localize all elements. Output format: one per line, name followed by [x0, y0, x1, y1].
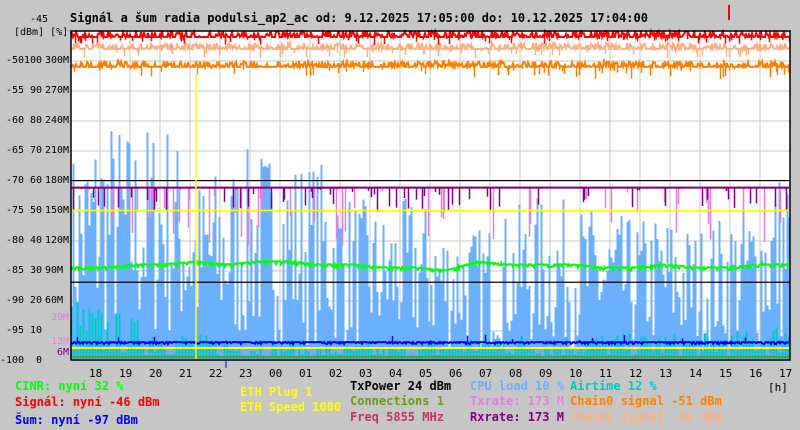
- legend-txpower: TxPower 24 dBm: [350, 379, 452, 393]
- x-tick-label: 11: [599, 367, 613, 380]
- y-label-pct: 40: [29, 235, 42, 246]
- y-label-rate: 210M: [45, 145, 70, 156]
- y-label-dbm: -100: [0, 355, 25, 366]
- frame: [70, 5, 791, 368]
- legend-connections: Connections 1: [350, 394, 444, 408]
- x-tick-label: 18: [89, 367, 103, 380]
- y-label-dbm: -70: [5, 175, 24, 186]
- y-label-pct: 50: [29, 205, 42, 216]
- y-label-pct: 80: [29, 115, 42, 126]
- series-cinr-spikes: [110, 260, 764, 271]
- y-label-rate-extra: 13M: [50, 336, 69, 347]
- y-label-pct: 60: [29, 175, 42, 186]
- y-label-dbm: -85: [5, 265, 24, 276]
- y-label-rate: 90M: [45, 265, 64, 276]
- y-label-rate-extra: 39M: [50, 312, 69, 323]
- x-tick-label: 21: [179, 367, 193, 380]
- x-tick-label: 04: [389, 367, 403, 380]
- y-label-dbm: -75: [5, 205, 24, 216]
- y-label-dbm: -90: [5, 295, 24, 306]
- axis-top-value: -45: [30, 14, 49, 25]
- x-tick-label: 23: [239, 367, 253, 380]
- x-tick-label: 05: [419, 367, 433, 380]
- y-label-rate: 180M: [45, 175, 70, 186]
- x-tick-label: 06: [449, 367, 463, 380]
- x-tick-label: 13: [659, 367, 673, 380]
- x-tick-label: 02: [329, 367, 343, 380]
- legend-airtime: Airtime 12 %: [570, 379, 657, 393]
- legend-eth-speed: ETH Speed 1000: [240, 400, 342, 414]
- x-tick-label: 22: [209, 367, 223, 380]
- y-label-rate: 240M: [45, 115, 70, 126]
- legend-chain0: Chain0 signal -51 dBm: [570, 394, 722, 408]
- y-label-pct: 10: [29, 325, 42, 336]
- x-tick-label: 01: [299, 367, 313, 380]
- y-label-pct: 70: [29, 145, 42, 156]
- x-tick-label: 16: [749, 367, 763, 380]
- legend-cinr: CINR: nyní 32 %: [15, 379, 124, 393]
- series-noise: [70, 340, 790, 347]
- x-tick-label: 12: [629, 367, 643, 380]
- series-layer: [70, 27, 791, 360]
- y-label-rate: 300M: [45, 55, 70, 66]
- legend-signal: Signál: nyní -46 dBm: [15, 395, 160, 409]
- y-label-dbm: -95: [5, 325, 24, 336]
- series-rxrate-spikes: [72, 187, 788, 212]
- axis-units-header: [dBm] [%]: [14, 27, 69, 38]
- y-label-rate: 270M: [45, 85, 70, 96]
- x-tick-label: 14: [689, 367, 703, 380]
- y-label-pct: 20: [29, 295, 42, 306]
- y-label-dbm: -60: [5, 115, 24, 126]
- y-label-pct: 0: [35, 355, 42, 366]
- y-label-rate: 60M: [45, 295, 64, 306]
- x-tick-label: 19: [119, 367, 133, 380]
- y-label-dbm: -80: [5, 235, 24, 246]
- x-tick-label: 00: [269, 367, 283, 380]
- legend-cpu: CPU load 10 %: [470, 379, 564, 393]
- series-chain1-spikes: [76, 42, 779, 59]
- legend-eth-plug: ETH Plug 1: [240, 385, 313, 399]
- legend-freq: Freq 5855 MHz: [350, 410, 444, 424]
- y-label-dbm: -55: [5, 85, 24, 96]
- y-label-pct: 30: [29, 265, 42, 276]
- x-tick-label: 03: [359, 367, 373, 380]
- x-tick-label: 10: [569, 367, 583, 380]
- chart-title: Signál a šum radia podulsi_ap2_ac od: 9.…: [70, 11, 648, 25]
- y-label-rate-extra: 6M: [56, 347, 69, 358]
- x-tick-label: 07: [479, 367, 493, 380]
- x-tick-label: 20: [149, 367, 163, 380]
- x-tick-label: 17: [779, 367, 793, 380]
- y-label-dbm: -65: [5, 145, 24, 156]
- legend-chain1: Chain1 signal -48 dBm: [570, 410, 722, 424]
- series-chain1: [71, 39, 790, 53]
- y-label-pct: 90: [29, 85, 42, 96]
- plot-border: [70, 30, 791, 361]
- y-label-rate: 120M: [45, 235, 70, 246]
- series-chain0: [71, 57, 790, 71]
- y-label-rate: 150M: [45, 205, 70, 216]
- y-label-pct: 100: [24, 55, 43, 66]
- legend-noise: Šum: nyní -97 dBm: [15, 413, 138, 427]
- x-tick-label: 09: [539, 367, 553, 380]
- series-chain0-spikes: [73, 61, 790, 79]
- x-tick-label: 15: [719, 367, 733, 380]
- legend-txrate: Txrate: 173 M: [470, 394, 564, 408]
- x-tick-label: 08: [509, 367, 523, 380]
- x-axis-unit: [h]: [768, 381, 788, 394]
- y-label-dbm: -50: [5, 55, 24, 66]
- legend-rxrate: Rxrate: 173 M: [470, 410, 564, 424]
